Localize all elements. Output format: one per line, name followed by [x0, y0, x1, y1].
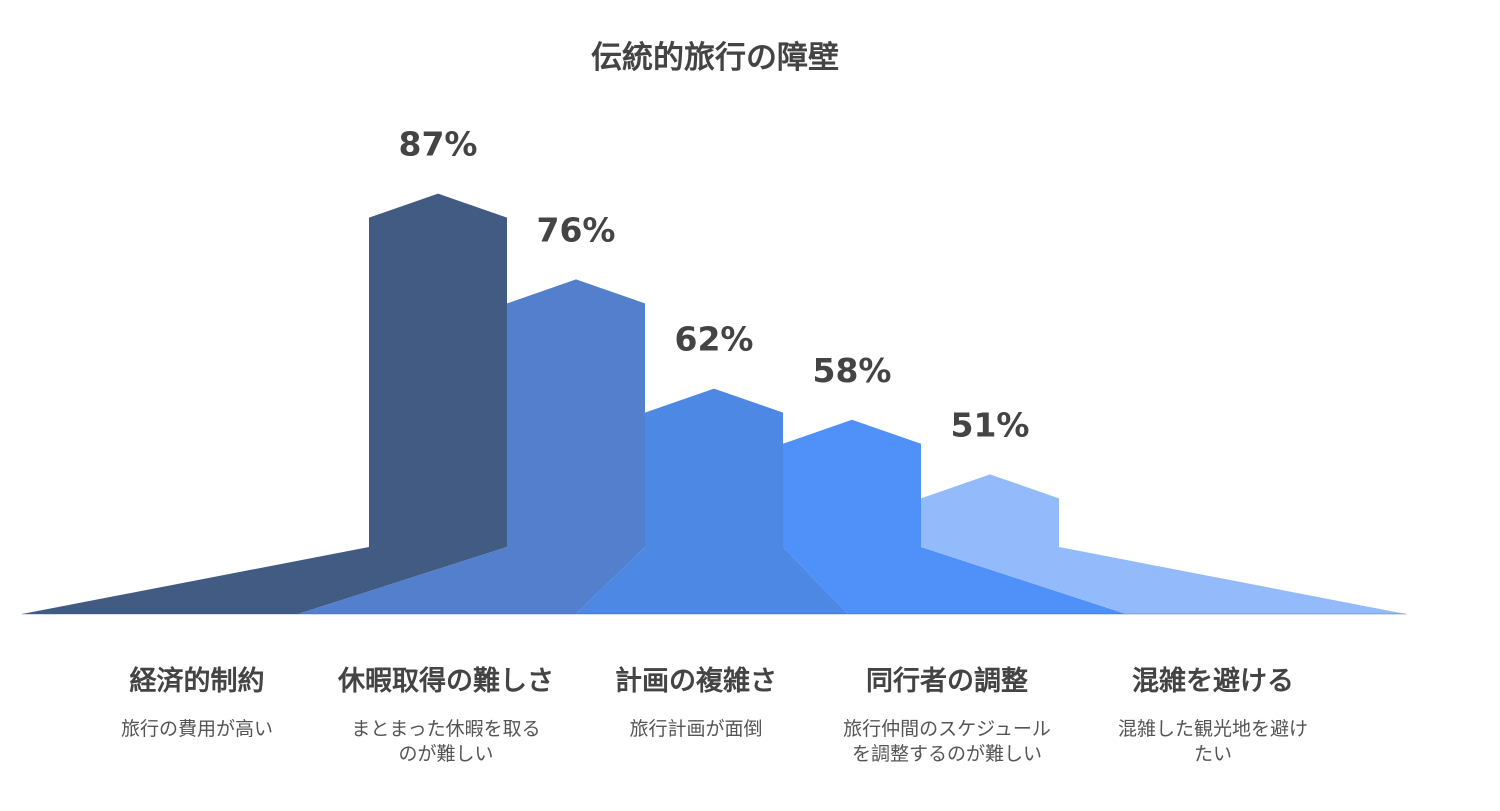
bar-1: [22, 193, 507, 614]
category-title: 混雑を避ける: [1132, 666, 1294, 697]
description-line: たい: [1193, 743, 1232, 765]
category-description: 混雑した観光地を避け たい: [1083, 717, 1343, 767]
category-3: 計画の複雑さ旅行計画が面倒: [566, 665, 826, 742]
value-label-1: 87%: [399, 125, 478, 164]
category-description: まとまった休暇を取る のが難しい: [316, 717, 576, 767]
description-line: 旅行計画が面倒: [629, 718, 763, 740]
description-line: 旅行の費用が高い: [120, 718, 273, 740]
category-4: 同行者の調整旅行仲間のスケジュール を調整するのが難しい: [817, 665, 1077, 767]
category-5: 混雑を避ける混雑した観光地を避け たい: [1083, 665, 1343, 767]
description-line: まとまった休暇を取る: [351, 718, 541, 740]
category-description: 旅行仲間のスケジュール を調整するのが難しい: [817, 717, 1077, 767]
category-title: 同行者の調整: [866, 666, 1028, 697]
bar-2: [298, 279, 645, 614]
description-line: のが難しい: [398, 743, 494, 765]
category-description: 旅行計画が面倒: [566, 717, 826, 742]
category-title: 計画の複雑さ: [615, 666, 777, 697]
bar-5: [921, 474, 1406, 614]
bar-4: [783, 419, 1126, 614]
bar-3: [576, 388, 848, 614]
category-1: 経済的制約旅行の費用が高い: [67, 665, 327, 742]
category-title: 経済的制約: [129, 666, 265, 697]
value-label-4: 58%: [813, 351, 892, 390]
category-title: 休暇取得の難しさ: [338, 666, 554, 697]
description-line: 旅行仲間のスケジュール: [843, 718, 1051, 740]
value-label-5: 51%: [951, 405, 1030, 444]
chart-title: 伝統的旅行の障壁: [591, 40, 839, 76]
description-line: を調整するのが難しい: [851, 743, 1042, 765]
category-2: 休暇取得の難しさまとまった休暇を取る のが難しい: [316, 665, 576, 767]
value-label-2: 76%: [537, 210, 616, 249]
value-label-3: 62%: [675, 320, 754, 359]
description-line: 混雑した観光地を避け: [1117, 718, 1308, 740]
category-description: 旅行の費用が高い: [67, 717, 327, 742]
